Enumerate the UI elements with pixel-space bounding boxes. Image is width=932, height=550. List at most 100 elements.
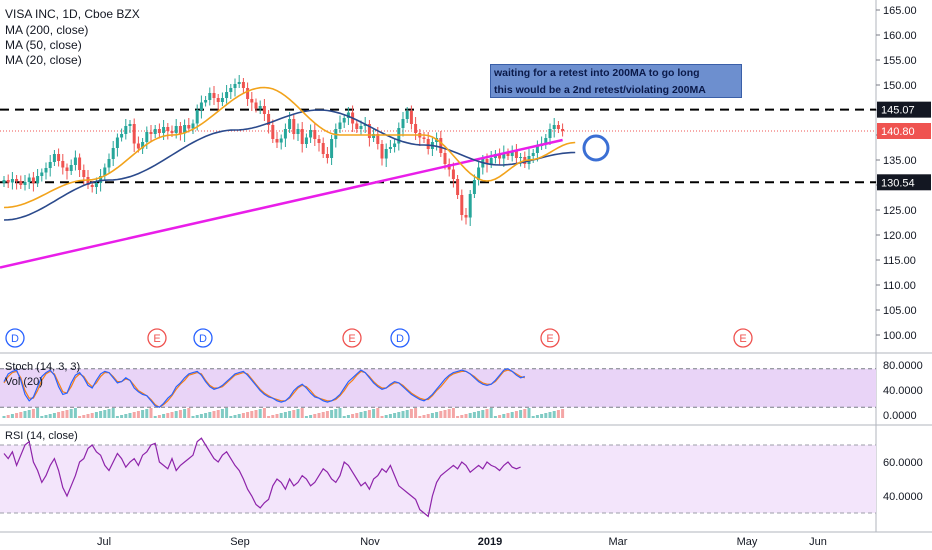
level-tag-0 <box>877 101 931 118</box>
volume-bar <box>376 408 380 418</box>
candle-body <box>94 183 98 187</box>
volume-bar <box>435 412 439 418</box>
volume-bar <box>258 409 262 418</box>
vol-label: Vol (20) <box>5 376 43 388</box>
volume-bar <box>401 411 405 418</box>
candle-body <box>44 168 48 173</box>
candle-body <box>27 177 31 182</box>
volume-bar <box>502 414 506 418</box>
candle-body <box>128 124 132 126</box>
candle-body <box>472 180 476 194</box>
volume-bar <box>107 409 111 418</box>
annotation-line-2: this would be a 2nd retest/violating 200… <box>494 84 706 96</box>
volume-bar <box>174 411 178 418</box>
event-marker-label: D <box>396 333 404 345</box>
event-marker-dividend <box>390 328 410 348</box>
volume-bar <box>19 412 23 418</box>
candle-body <box>86 177 90 185</box>
volume-bar <box>6 415 10 418</box>
candle-body <box>514 151 518 158</box>
stoch-d-line <box>3 369 525 408</box>
candle-body <box>166 127 170 131</box>
candle-body <box>506 152 510 156</box>
volume-bar <box>52 413 56 418</box>
volume-bar <box>363 411 367 418</box>
volume-bar <box>493 416 497 418</box>
price-tick-label-0: 165.00 <box>883 5 917 17</box>
candle-body <box>153 129 157 134</box>
volume-bar <box>23 411 27 418</box>
candle-body <box>254 102 258 109</box>
volume-bar <box>111 408 115 418</box>
candle-body <box>283 129 287 139</box>
volume-bar <box>271 415 275 418</box>
event-marker-dividend <box>193 328 213 348</box>
volume-bar <box>447 409 451 418</box>
candle-body <box>275 139 279 143</box>
candle-body <box>52 154 56 162</box>
annotation-box[interactable]: waiting for a retest into 200MA to go lo… <box>490 64 742 98</box>
volume-bar <box>36 408 40 418</box>
candle-body <box>212 93 216 98</box>
target-circle-marker <box>582 134 610 162</box>
volume-bar <box>359 412 363 418</box>
event-marker-label: E <box>739 333 746 345</box>
candle-body <box>317 139 321 143</box>
stoch-k-line <box>3 368 525 408</box>
candle-body <box>380 144 384 159</box>
volume-bar <box>86 414 90 418</box>
candle-body <box>61 161 65 168</box>
volume-bar <box>241 413 245 418</box>
candle-body <box>90 185 94 187</box>
candle-body <box>36 176 40 183</box>
candle-body <box>19 181 23 185</box>
volume-bar <box>418 416 422 418</box>
candle-body <box>141 142 145 149</box>
volume-bar <box>170 412 174 418</box>
time-tick-label-5: May <box>737 536 758 548</box>
volume-bar <box>544 413 548 418</box>
candle-body <box>464 215 468 218</box>
volume-bar <box>128 413 132 418</box>
candle-body <box>216 98 220 102</box>
candle-body <box>99 176 103 183</box>
ma20-line <box>3 86 576 209</box>
volume-bar <box>31 409 35 418</box>
volume-bar <box>199 414 203 418</box>
volume-bar <box>178 410 182 418</box>
volume-bar <box>460 415 464 418</box>
volume-bar <box>208 412 212 418</box>
volume-bar <box>325 411 329 418</box>
volume-bar <box>78 416 82 418</box>
volume-bar <box>149 408 153 418</box>
candle-body <box>426 139 430 149</box>
last-price-tag <box>877 123 931 139</box>
volume-bar <box>485 409 489 418</box>
candle-body <box>183 125 187 134</box>
volume-bar <box>561 409 565 418</box>
volume-bar <box>141 410 145 418</box>
legend-ma50: MA (50, close) <box>5 38 82 52</box>
candle-body <box>115 137 119 148</box>
candle-body <box>225 92 229 98</box>
volume-bar <box>195 415 199 418</box>
candle-body <box>132 124 136 144</box>
volume-bar <box>292 410 296 418</box>
time-tick-label-6: Jun <box>809 536 827 548</box>
candle-body <box>208 93 212 100</box>
volume-bar <box>136 411 140 418</box>
volume-bar <box>472 412 476 418</box>
legend-ma20: MA (20, close) <box>5 53 82 67</box>
candle-body <box>443 153 447 164</box>
candle-body <box>439 138 443 153</box>
candle-body <box>124 126 128 134</box>
candle-body <box>456 179 460 195</box>
volume-bar <box>90 413 94 418</box>
time-tick-label-3: 2019 <box>478 536 502 548</box>
volume-bar <box>262 408 266 418</box>
candle-body <box>267 114 271 125</box>
price-tick-label-12: 105.00 <box>883 305 917 317</box>
candle-body <box>229 88 233 92</box>
candle-body <box>241 82 245 88</box>
